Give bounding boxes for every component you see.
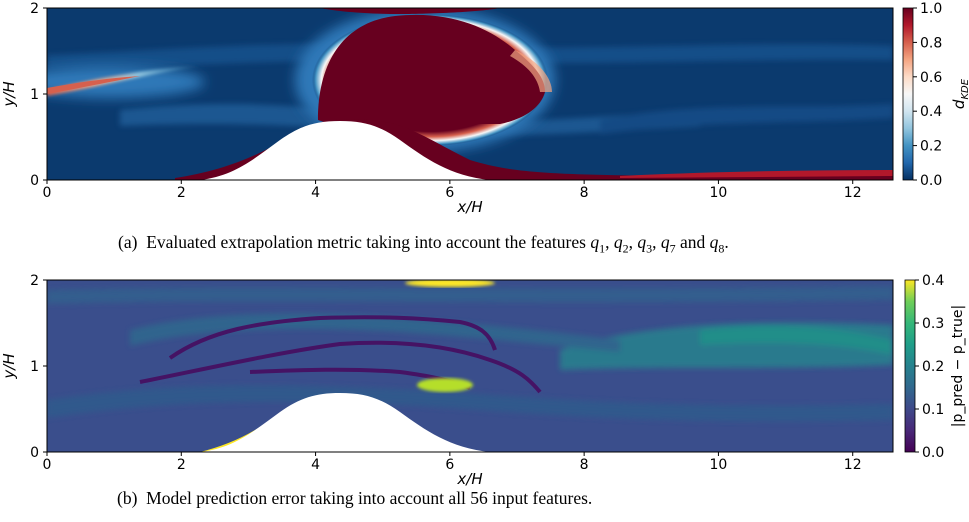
panel-a-cbar-tick-label: 0.2	[920, 139, 942, 155]
panel-a-cbar-tick-label: 0.4	[920, 104, 942, 120]
panel-b-xtick-label: 12	[844, 457, 862, 473]
panel-a-cbar-tick-label: 0.8	[920, 35, 942, 51]
bottom-wall-band	[620, 170, 893, 178]
panel-a-caption-prefix: Evaluated extrapolation metric taking in…	[146, 232, 586, 252]
panel-b-cbar-tick-label: 0.2	[922, 359, 944, 375]
panel-b-field	[47, 280, 893, 452]
top-wall-band	[320, 8, 500, 14]
panel-a-xtick-label: 8	[580, 185, 589, 201]
panel-b-ytick-label: 2	[30, 273, 39, 289]
panel-a-caption-label: (a)	[118, 232, 138, 252]
panel-b-cbar-tick-label: 0.3	[922, 316, 944, 332]
panel-a-xtick-label: 2	[177, 185, 186, 201]
panel-b-xtick-label: 2	[177, 457, 186, 473]
panel-b-xtick-label: 4	[311, 457, 320, 473]
panel-b-colorbar-label: |p_pred − p_true|	[950, 305, 966, 427]
panel-b-ylabel: y/H	[0, 353, 18, 379]
panel-b-colorbar-ticks: 0.0 0.1 0.2 0.3 0.4	[915, 273, 944, 461]
panel-b-xtick-label: 6	[445, 457, 454, 473]
panel-a-cbar-tick-label: 0.0	[920, 173, 942, 189]
panel-b-ytick-label: 0	[30, 445, 39, 461]
central-bulb	[295, 8, 555, 152]
panel-a-xtick-label: 0	[43, 185, 52, 201]
panel-b-ytick-label: 1	[30, 359, 39, 375]
panel-b-cbar-tick-label: 0.1	[922, 402, 944, 418]
panel-a-ytick-label: 0	[30, 173, 39, 189]
panel-b-xtick-label: 8	[580, 457, 589, 473]
panel-b-caption-text: Model prediction error taking into accou…	[146, 488, 593, 508]
panel-a-colorbar-ticks: 0.0 0.2 0.4 0.6 0.8 1.0	[913, 1, 942, 189]
panel-b-caption-label: (b)	[117, 488, 138, 508]
hill-crest-hotspot	[417, 378, 473, 392]
panel-b-cbar-tick-label: 0.0	[922, 445, 944, 461]
panel-a-xtick-label: 12	[844, 185, 862, 201]
panel-b-colorbar	[904, 279, 916, 453]
panel-b-cbar-tick-label: 0.4	[922, 273, 944, 289]
panel-a-ytick-label: 1	[30, 87, 39, 103]
panel-a-field	[47, 8, 893, 180]
panel-b-xlabel: x/H	[456, 470, 482, 488]
panel-a-xlabel: x/H	[456, 198, 482, 216]
panel-b-xtick-label: 0	[43, 457, 52, 473]
inlet-streak	[47, 66, 205, 98]
panel-a-cbar-tick-label: 0.6	[920, 70, 942, 86]
panel-a-cbar-tick-label: 1.0	[920, 1, 942, 17]
panel-a-xtick-label: 4	[311, 185, 320, 201]
panel-b-caption: (b) Model prediction error taking into a…	[117, 488, 592, 509]
hill-region	[200, 121, 490, 180]
panel-a-colorbar-label: dKDE	[950, 78, 969, 109]
panel-a-xtick-label: 10	[710, 185, 728, 201]
panel-a-xtick-label: 6	[445, 185, 454, 201]
panel-a-ytick-label: 2	[30, 1, 39, 17]
panel-a-colorbar	[902, 7, 914, 181]
top-wall-hotspot	[405, 280, 495, 287]
hill-region-b	[200, 393, 490, 452]
panel-b-xtick-label: 10	[710, 457, 728, 473]
panel-a-ylabel: y/H	[0, 81, 18, 107]
panel-a-caption: (a) Evaluated extrapolation metric takin…	[118, 232, 729, 256]
